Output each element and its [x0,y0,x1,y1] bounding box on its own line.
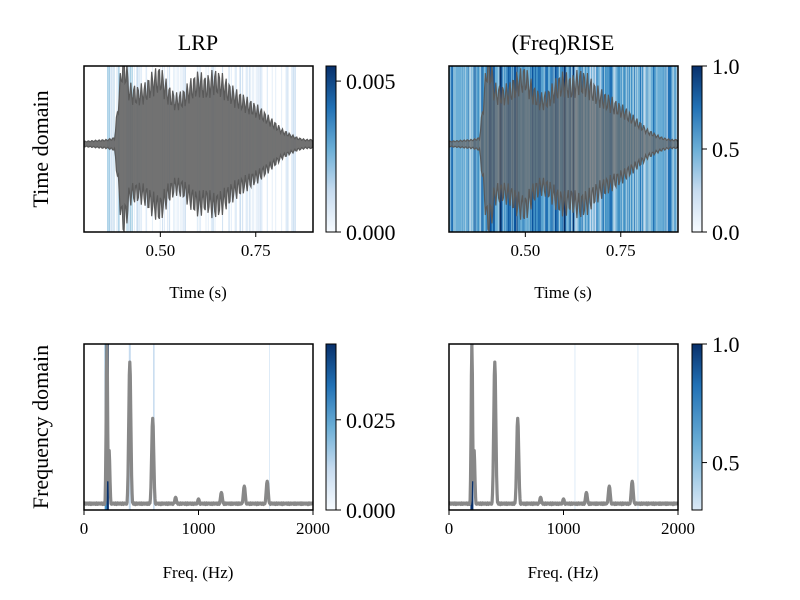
colorbar-tick-label: 1.0 [712,332,740,357]
waveform [449,66,678,232]
x-axis-label: Time (s) [534,283,591,302]
x-ticks: 0.50 0.75 [510,232,636,260]
colorbar-tick-label: 0.025 [346,408,396,433]
x-tick-label: 0.50 [145,241,175,260]
panel-lrp-frequency: 0 1000 2000 Freq. (Hz) 0.000 0.025 [80,343,396,582]
relevance-stripe [463,66,466,232]
axes-frame [83,65,314,233]
x-tick-label: 0 [445,519,454,538]
relevance-stripe [666,66,668,232]
colorbar-gradient [691,343,703,511]
x-tick-label: 2000 [661,519,695,538]
relevance-stripe [465,66,467,232]
waveform [84,66,313,232]
x-tick-label: 2000 [296,519,330,538]
relevance-stripe [672,66,675,232]
axes-frame [83,343,314,511]
relevance-stripe [450,66,453,232]
row-label-time-domain: Time domain [28,90,53,207]
colorbar-gradient [691,65,703,233]
colorbar-tick-label: 0.000 [346,220,396,245]
x-ticks: 0 1000 2000 [80,510,330,538]
x-ticks: 0 1000 2000 [445,510,695,538]
colorbar-tick-label: 0.5 [712,451,740,476]
relevance-stripe [475,66,477,232]
spectrum [84,344,313,507]
colorbar-tick-label: 0.000 [346,498,396,523]
relevance-stripe [471,66,474,232]
relevance-stripe [449,66,451,232]
relevance-stripe [450,66,452,232]
colorbar: 0.0 0.5 1.0 [691,54,740,245]
relevance-stripe [453,66,455,232]
colorbar: 0.5 1.0 [691,332,740,511]
panel-freqrise-time: 0.50 0.75 Time (s) 0.0 0.5 1.0 [448,54,740,302]
waveform-envelope [84,66,313,232]
spectrum-line [449,344,678,507]
relevance-stripe [454,66,456,232]
relevance-stripe [460,66,462,232]
relevance-stripe [455,66,457,232]
colorbar-tick-label: 1.0 [712,54,740,79]
spectrum [449,344,678,507]
x-tick-label: 0 [80,519,89,538]
relevance-stripe [461,66,463,232]
x-axis-label: Freq. (Hz) [528,563,599,582]
row-label-frequency-domain: Frequency domain [28,345,53,509]
x-tick-label: 1000 [547,519,581,538]
relevance-stripe [458,66,460,232]
waveform-envelope [449,66,678,232]
relevance-stripe [451,66,454,232]
relevance-stripe [676,66,678,232]
x-tick-label: 0.75 [241,241,271,260]
relevance-stripe [669,66,671,232]
panel-lrp-time: 0.50 0.75 Time (s) 0.000 0.005 [83,65,396,302]
relevance-stripe [458,66,461,232]
relevance-stripe [465,66,468,232]
colorbar: 0.000 0.005 [325,65,396,245]
x-axis-label: Freq. (Hz) [163,563,234,582]
colorbar: 0.000 0.025 [325,343,396,523]
relevance-stripe [460,66,463,232]
title-freqrise: (Freq)RISE [512,30,615,55]
title-lrp: LRP [178,30,218,55]
x-axis-label: Time (s) [169,283,226,302]
axes-frame [448,343,679,511]
colorbar-tick-label: 0.5 [712,137,740,162]
colorbar-gradient [325,343,337,511]
relevance-stripe [455,66,458,232]
axes-frame [448,65,679,233]
x-tick-label: 1000 [182,519,216,538]
x-tick-label: 0.75 [606,241,636,260]
colorbar-tick-label: 0.0 [712,220,740,245]
spectrum-line [84,344,313,507]
x-ticks: 0.50 0.75 [145,232,271,260]
colorbar-tick-label: 0.005 [346,69,396,94]
x-tick-label: 0.50 [510,241,540,260]
panel-freqrise-frequency: 0 1000 2000 Freq. (Hz) 0.5 1.0 [445,332,740,582]
colorbar-gradient [325,65,337,233]
